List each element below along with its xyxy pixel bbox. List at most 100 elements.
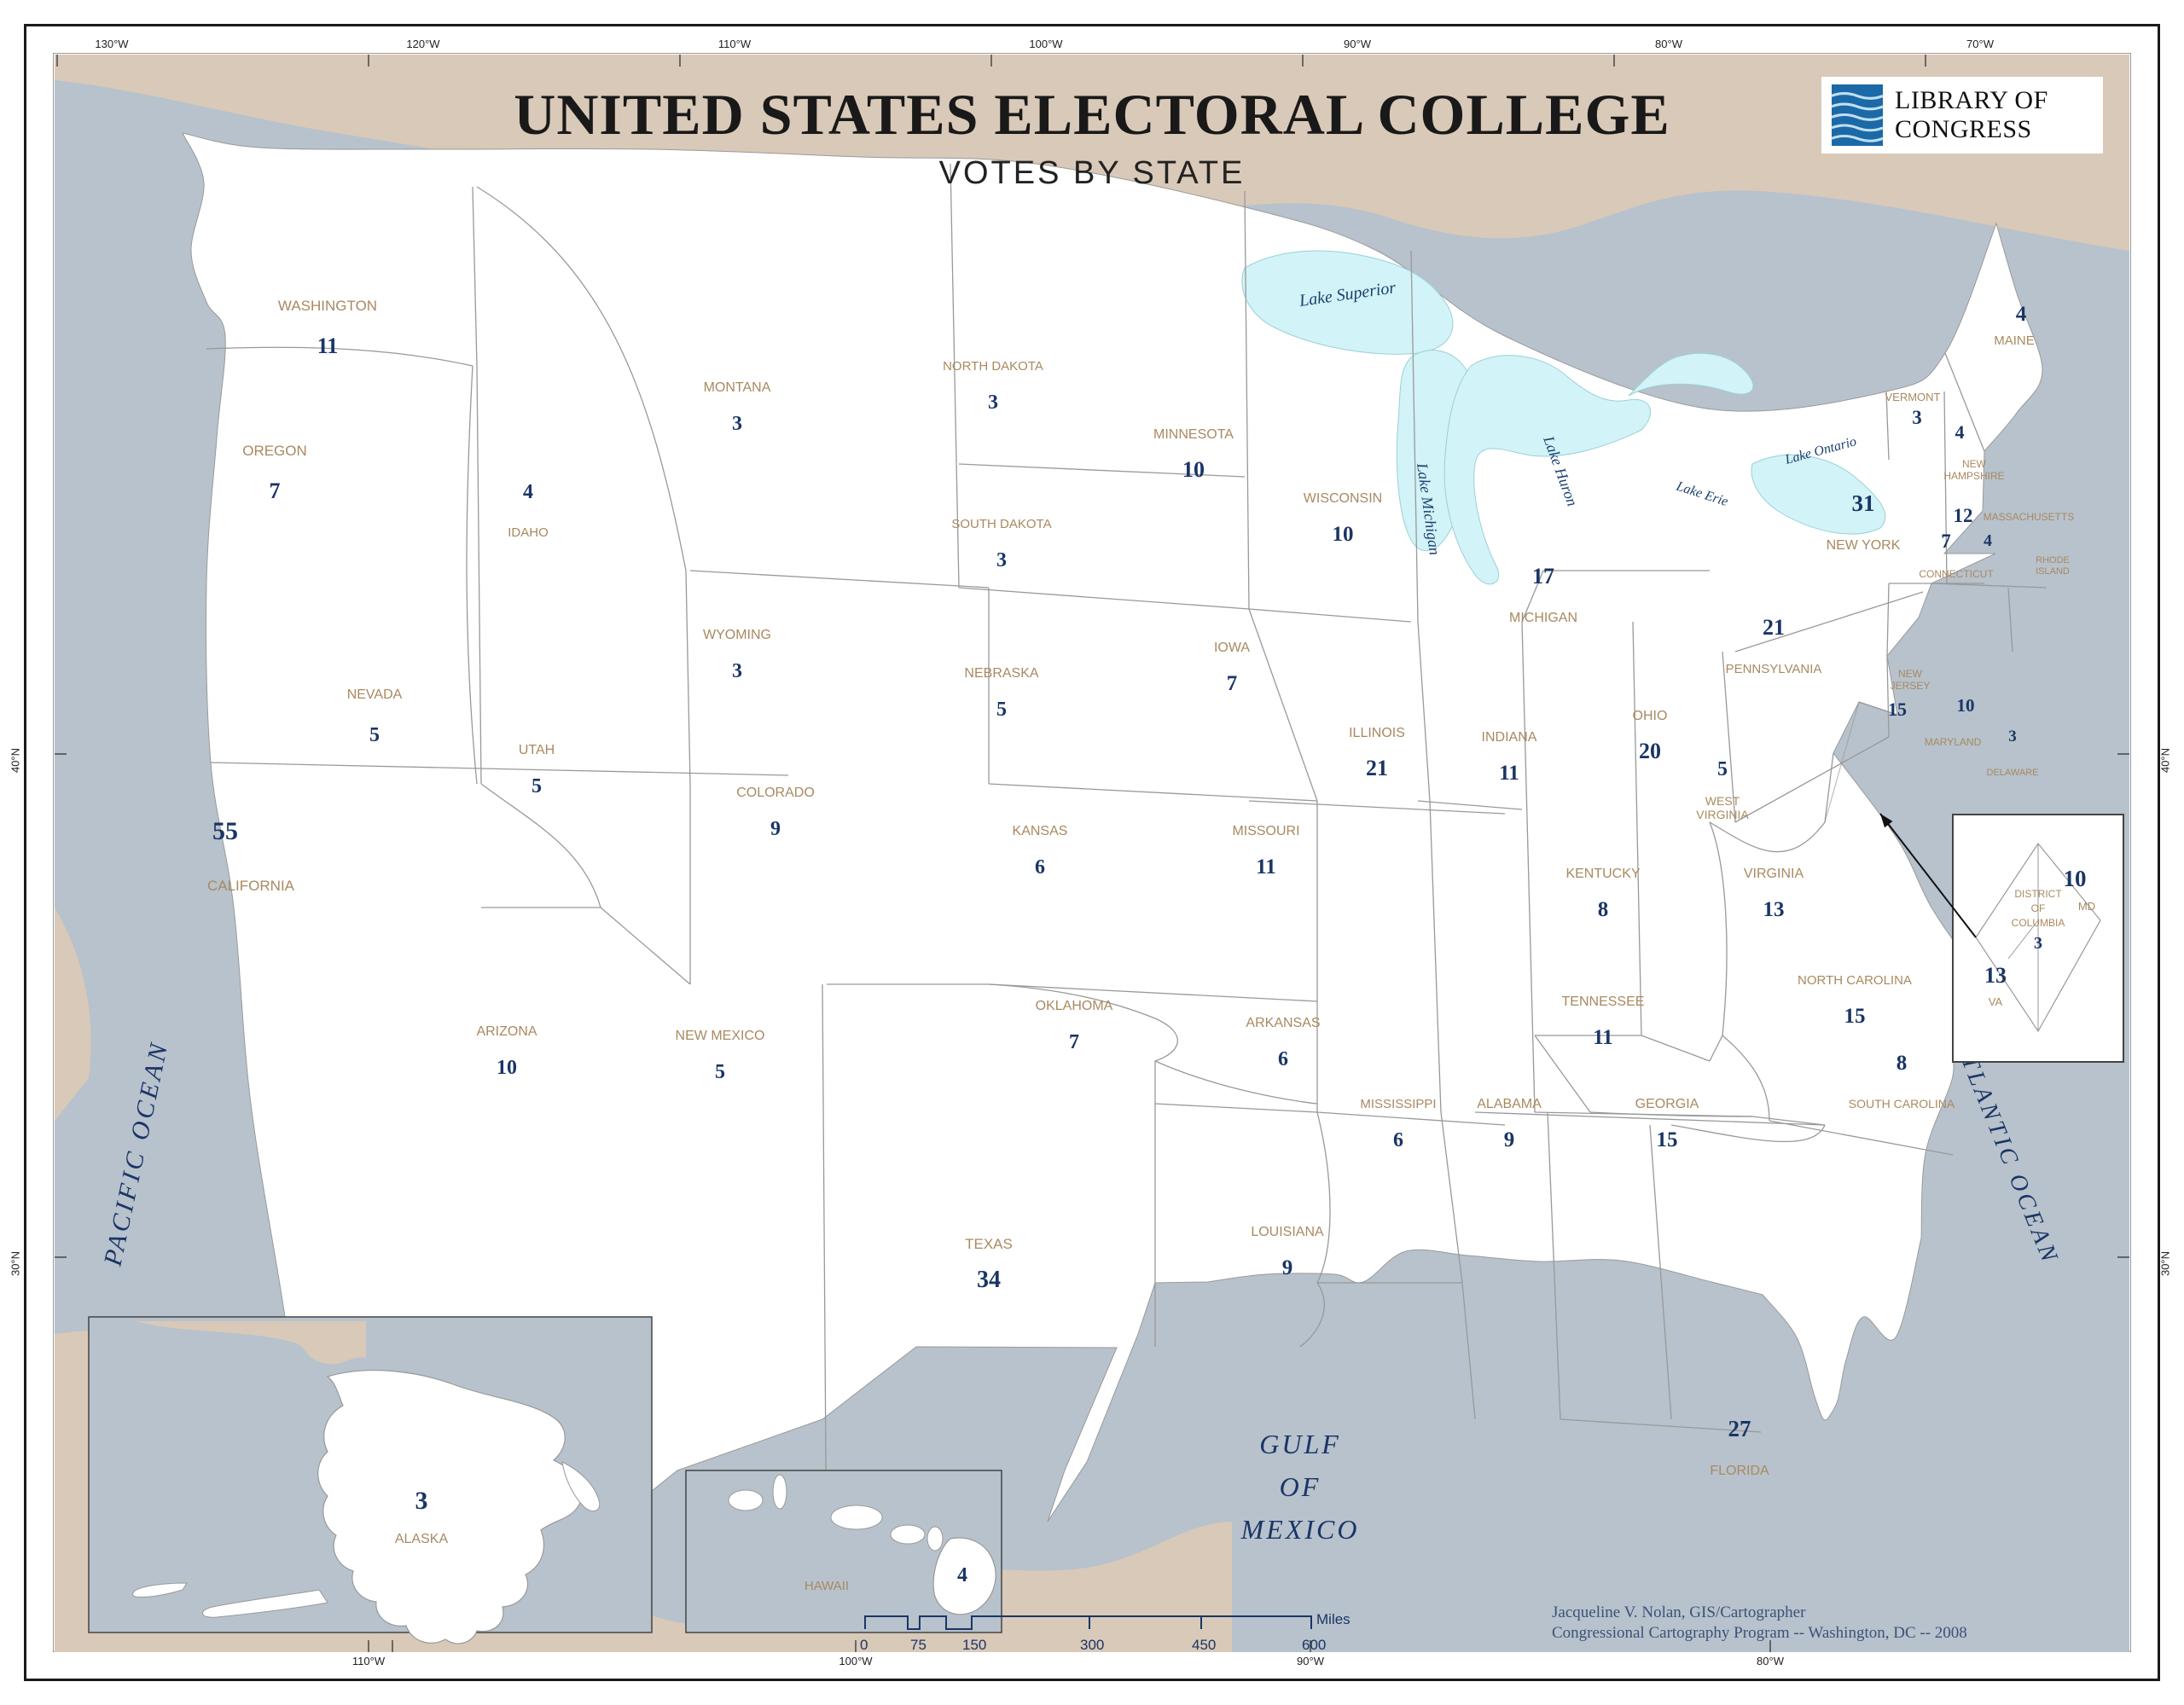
svg-text:NEVADA: NEVADA — [347, 687, 403, 702]
svg-text:3: 3 — [732, 660, 742, 682]
svg-text:WISCONSIN: WISCONSIN — [1304, 491, 1382, 506]
svg-text:TENNESSEE: TENNESSEE — [1562, 995, 1645, 1009]
svg-text:OF: OF — [1280, 1471, 1321, 1502]
svg-text:5: 5 — [715, 1061, 725, 1083]
svg-text:ILLINOIS: ILLINOIS — [1349, 726, 1405, 740]
svg-text:NORTH DAKOTA: NORTH DAKOTA — [943, 359, 1043, 374]
svg-text:INDIANA: INDIANA — [1482, 730, 1537, 745]
svg-text:11: 11 — [317, 333, 339, 358]
svg-text:NEBRASKA: NEBRASKA — [964, 666, 1038, 681]
svg-text:OKLAHOMA: OKLAHOMA — [1036, 999, 1113, 1013]
svg-text:OHIO: OHIO — [1633, 709, 1668, 723]
svg-text:20: 20 — [1639, 739, 1661, 763]
svg-text:IDAHO: IDAHO — [508, 525, 549, 540]
svg-text:MONTANA: MONTANA — [704, 380, 771, 395]
svg-text:21: 21 — [1763, 615, 1785, 640]
svg-text:COLUMBIA: COLUMBIA — [2012, 917, 2065, 929]
svg-text:4: 4 — [957, 1564, 967, 1586]
svg-text:MASSACHUSETTS: MASSACHUSETTS — [1984, 511, 2075, 523]
svg-text:9: 9 — [1504, 1128, 1515, 1151]
svg-text:9: 9 — [1282, 1256, 1293, 1279]
svg-text:7: 7 — [270, 478, 281, 503]
svg-text:LOUISIANA: LOUISIANA — [1251, 1225, 1324, 1239]
svg-text:27: 27 — [1728, 1416, 1751, 1441]
svg-text:Miles: Miles — [1316, 1611, 1350, 1627]
svg-text:KANSAS: KANSAS — [1013, 824, 1068, 838]
svg-text:MINNESOTA: MINNESOTA — [1153, 427, 1234, 442]
svg-text:8: 8 — [1896, 1052, 1908, 1075]
svg-text:11: 11 — [1499, 762, 1519, 785]
svg-text:4: 4 — [2016, 303, 2027, 326]
svg-text:3: 3 — [988, 391, 998, 414]
svg-text:3: 3 — [732, 413, 742, 435]
svg-text:75: 75 — [910, 1637, 926, 1652]
svg-text:MAINE: MAINE — [1994, 333, 2035, 348]
svg-text:OF: OF — [2031, 902, 2046, 914]
svg-text:4: 4 — [1984, 531, 1992, 550]
svg-text:FLORIDA: FLORIDA — [1710, 1464, 1769, 1478]
svg-text:31: 31 — [1852, 490, 1875, 516]
svg-text:300: 300 — [1080, 1637, 1104, 1652]
svg-text:IOWA: IOWA — [1214, 641, 1250, 655]
svg-text:SOUTH CAROLINA: SOUTH CAROLINA — [1849, 1097, 1955, 1111]
svg-text:6: 6 — [1278, 1048, 1288, 1070]
svg-text:10: 10 — [1957, 695, 1975, 716]
svg-text:5: 5 — [531, 775, 542, 797]
svg-text:Jacqueline V. Nolan, GIS/Carto: Jacqueline V. Nolan, GIS/Cartographer — [1552, 1604, 1806, 1621]
svg-text:MD: MD — [2078, 900, 2095, 913]
svg-text:13: 13 — [1984, 963, 2007, 988]
svg-text:NEW YORK: NEW YORK — [1827, 538, 1901, 553]
svg-text:DELAWARE: DELAWARE — [1987, 768, 2039, 778]
svg-text:VERMONT: VERMONT — [1885, 391, 1941, 403]
svg-text:13: 13 — [1763, 898, 1785, 921]
svg-text:11: 11 — [1256, 855, 1276, 879]
svg-text:MICHIGAN: MICHIGAN — [1509, 611, 1577, 625]
svg-text:10: 10 — [497, 1057, 517, 1079]
svg-text:MISSISSIPPI: MISSISSIPPI — [1360, 1097, 1436, 1111]
svg-text:7: 7 — [1069, 1031, 1079, 1053]
svg-text:6: 6 — [1035, 856, 1045, 879]
svg-text:NORTH CAROLINA: NORTH CAROLINA — [1798, 973, 1912, 988]
svg-text:7: 7 — [1227, 672, 1238, 695]
svg-text:17: 17 — [1532, 564, 1554, 589]
svg-text:HAWAII: HAWAII — [804, 1579, 849, 1593]
svg-text:3: 3 — [1912, 407, 1922, 428]
svg-text:10: 10 — [1333, 523, 1354, 546]
svg-text:12: 12 — [1954, 505, 1973, 526]
svg-text:UTAH: UTAH — [519, 743, 555, 757]
svg-text:TEXAS: TEXAS — [965, 1236, 1013, 1252]
svg-text:DISTRICT: DISTRICT — [2014, 888, 2062, 900]
svg-text:5: 5 — [996, 699, 1007, 721]
svg-text:OREGON: OREGON — [242, 443, 307, 459]
svg-text:VIRGINIA: VIRGINIA — [1744, 867, 1804, 881]
svg-text:PENNSYLVANIA: PENNSYLVANIA — [1726, 662, 1822, 676]
svg-text:COLORADO: COLORADO — [736, 786, 815, 800]
svg-text:8: 8 — [1598, 898, 1609, 921]
svg-text:4: 4 — [1955, 421, 1965, 443]
svg-text:MARYLAND: MARYLAND — [1925, 736, 1982, 748]
svg-text:4: 4 — [523, 481, 533, 503]
svg-text:ARKANSAS: ARKANSAS — [1246, 1016, 1320, 1030]
svg-text:3: 3 — [415, 1487, 428, 1515]
svg-text:ALABAMA: ALABAMA — [1477, 1097, 1542, 1111]
svg-text:ARIZONA: ARIZONA — [476, 1024, 537, 1039]
svg-text:CALIFORNIA: CALIFORNIA — [207, 878, 295, 894]
svg-text:150: 150 — [962, 1637, 986, 1652]
svg-text:6: 6 — [1393, 1129, 1403, 1151]
svg-text:WYOMING: WYOMING — [703, 628, 771, 642]
svg-text:34: 34 — [977, 1267, 1001, 1293]
svg-text:MEXICO: MEXICO — [1240, 1514, 1360, 1545]
svg-text:5: 5 — [1717, 758, 1728, 780]
svg-text:CONNECTICUT: CONNECTICUT — [1919, 568, 1994, 580]
svg-text:SOUTH DAKOTA: SOUTH DAKOTA — [951, 517, 1051, 531]
svg-text:ALASKA: ALASKA — [395, 1532, 449, 1546]
svg-text:9: 9 — [770, 818, 781, 840]
svg-text:Congressional Cartography Prog: Congressional Cartography Program -- Was… — [1552, 1624, 1967, 1642]
svg-text:600: 600 — [1302, 1637, 1326, 1652]
svg-text:MISSOURI: MISSOURI — [1232, 824, 1299, 838]
svg-text:15: 15 — [1844, 1005, 1866, 1028]
svg-text:3: 3 — [2034, 934, 2042, 953]
svg-text:10: 10 — [2064, 866, 2087, 891]
svg-text:15: 15 — [1657, 1128, 1678, 1151]
